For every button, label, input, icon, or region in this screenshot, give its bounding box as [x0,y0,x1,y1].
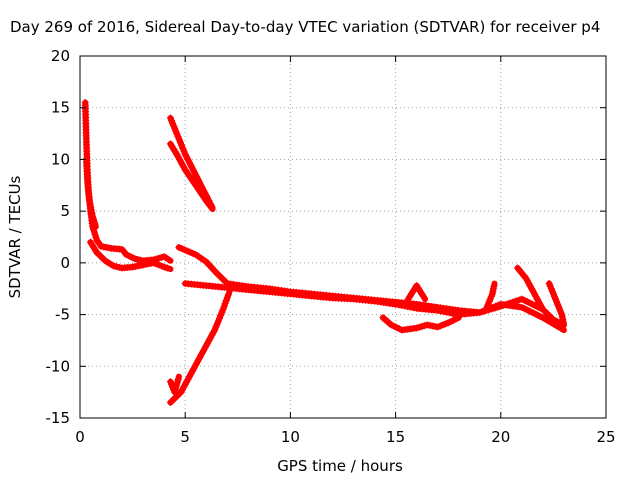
data-point-marker [221,300,229,308]
series-spike-20.8 [514,264,546,313]
data-point-marker [218,308,226,316]
y-tick-label: 20 [51,47,70,65]
data-point-marker [206,202,214,210]
series-initial-branch [82,155,99,230]
series-spike-16 [404,282,429,303]
y-tick-label: 15 [51,99,70,117]
data-point-marker [174,133,182,141]
data-point-marker [398,301,406,309]
y-tick-label: 5 [60,202,70,220]
series-initial-decay [81,99,174,265]
data-point-marker [223,294,231,302]
data-point-marker [176,138,184,146]
data-point-marker [392,300,400,308]
data-point-marker [213,320,221,328]
data-point-marker [440,308,448,316]
series-upper-track-b [166,140,216,213]
data-point-marker [171,388,179,396]
y-tick-label: -10 [46,357,71,375]
data-point-marker [87,203,95,211]
data-point-marker [537,303,545,311]
data-point-marker [173,130,181,138]
data-point-marker [220,302,228,310]
y-tick-label: 0 [60,254,70,272]
data-point-marker [490,282,498,290]
x-tick-label: 25 [596,428,615,446]
series-dip-segment [379,314,462,334]
axis-ticks: 0 5 10 15 20 25 -15 -10 -5 0 5 10 15 20 [46,47,616,446]
x-tick-label: 15 [386,428,405,446]
data-point-marker [219,305,227,313]
data-point-marker [404,303,412,311]
data-point-marker [180,147,188,155]
series-spike-19.7 [482,280,498,313]
data-point-marker [173,379,181,387]
data-point-marker [212,323,220,331]
data-point-marker [211,326,219,334]
plot-frame [79,55,607,419]
chart-title: Day 269 of 2016, Sidereal Day-to-day VTE… [10,18,600,36]
data-point-marker [91,220,99,228]
data-series [81,99,567,406]
data-point-marker [437,307,445,315]
gridlines [80,56,606,418]
y-tick-label: -15 [46,409,71,427]
data-point-marker [214,317,222,325]
x-tick-label: 5 [180,428,190,446]
series-initial-lower [87,238,174,273]
data-point-marker [559,318,567,326]
x-tick-label: 20 [491,428,510,446]
data-point-marker [434,306,442,314]
x-tick-label: 0 [75,428,85,446]
data-point-marker [160,263,168,271]
data-point-marker [175,135,183,143]
data-point-marker [163,264,171,272]
data-point-marker [217,311,225,319]
data-point-marker [407,303,415,311]
y-tick-label: -5 [55,306,70,324]
data-point-marker [164,255,172,263]
series-lower-track [166,288,233,406]
y-tick-label: 10 [51,150,70,168]
data-point-marker [224,291,232,299]
data-point-marker [88,209,96,217]
data-point-marker [86,200,94,208]
x-tick-label: 10 [281,428,300,446]
data-point-marker [174,376,182,384]
data-point-marker [449,309,457,317]
x-axis-label: GPS time / hours [277,457,403,475]
data-point-marker [178,141,186,149]
data-point-marker [172,385,180,393]
data-point-marker [215,314,223,322]
data-point-marker [87,206,95,214]
data-point-marker [395,301,403,309]
data-point-marker [85,197,93,205]
data-point-marker [172,382,180,390]
series-late-spike [545,280,567,328]
data-point-marker [222,297,230,305]
data-point-marker [452,315,460,323]
data-point-marker [443,308,451,316]
data-point-marker [410,304,418,312]
y-axis-label: SDTVAR / TECUs [6,175,24,298]
data-point-marker [401,302,409,310]
data-point-marker [446,309,454,317]
series-lower-start [166,373,182,396]
data-point-marker [179,144,187,152]
series-upper-track [166,114,216,212]
data-point-marker [419,292,427,300]
series-mid-band-b [181,280,567,334]
